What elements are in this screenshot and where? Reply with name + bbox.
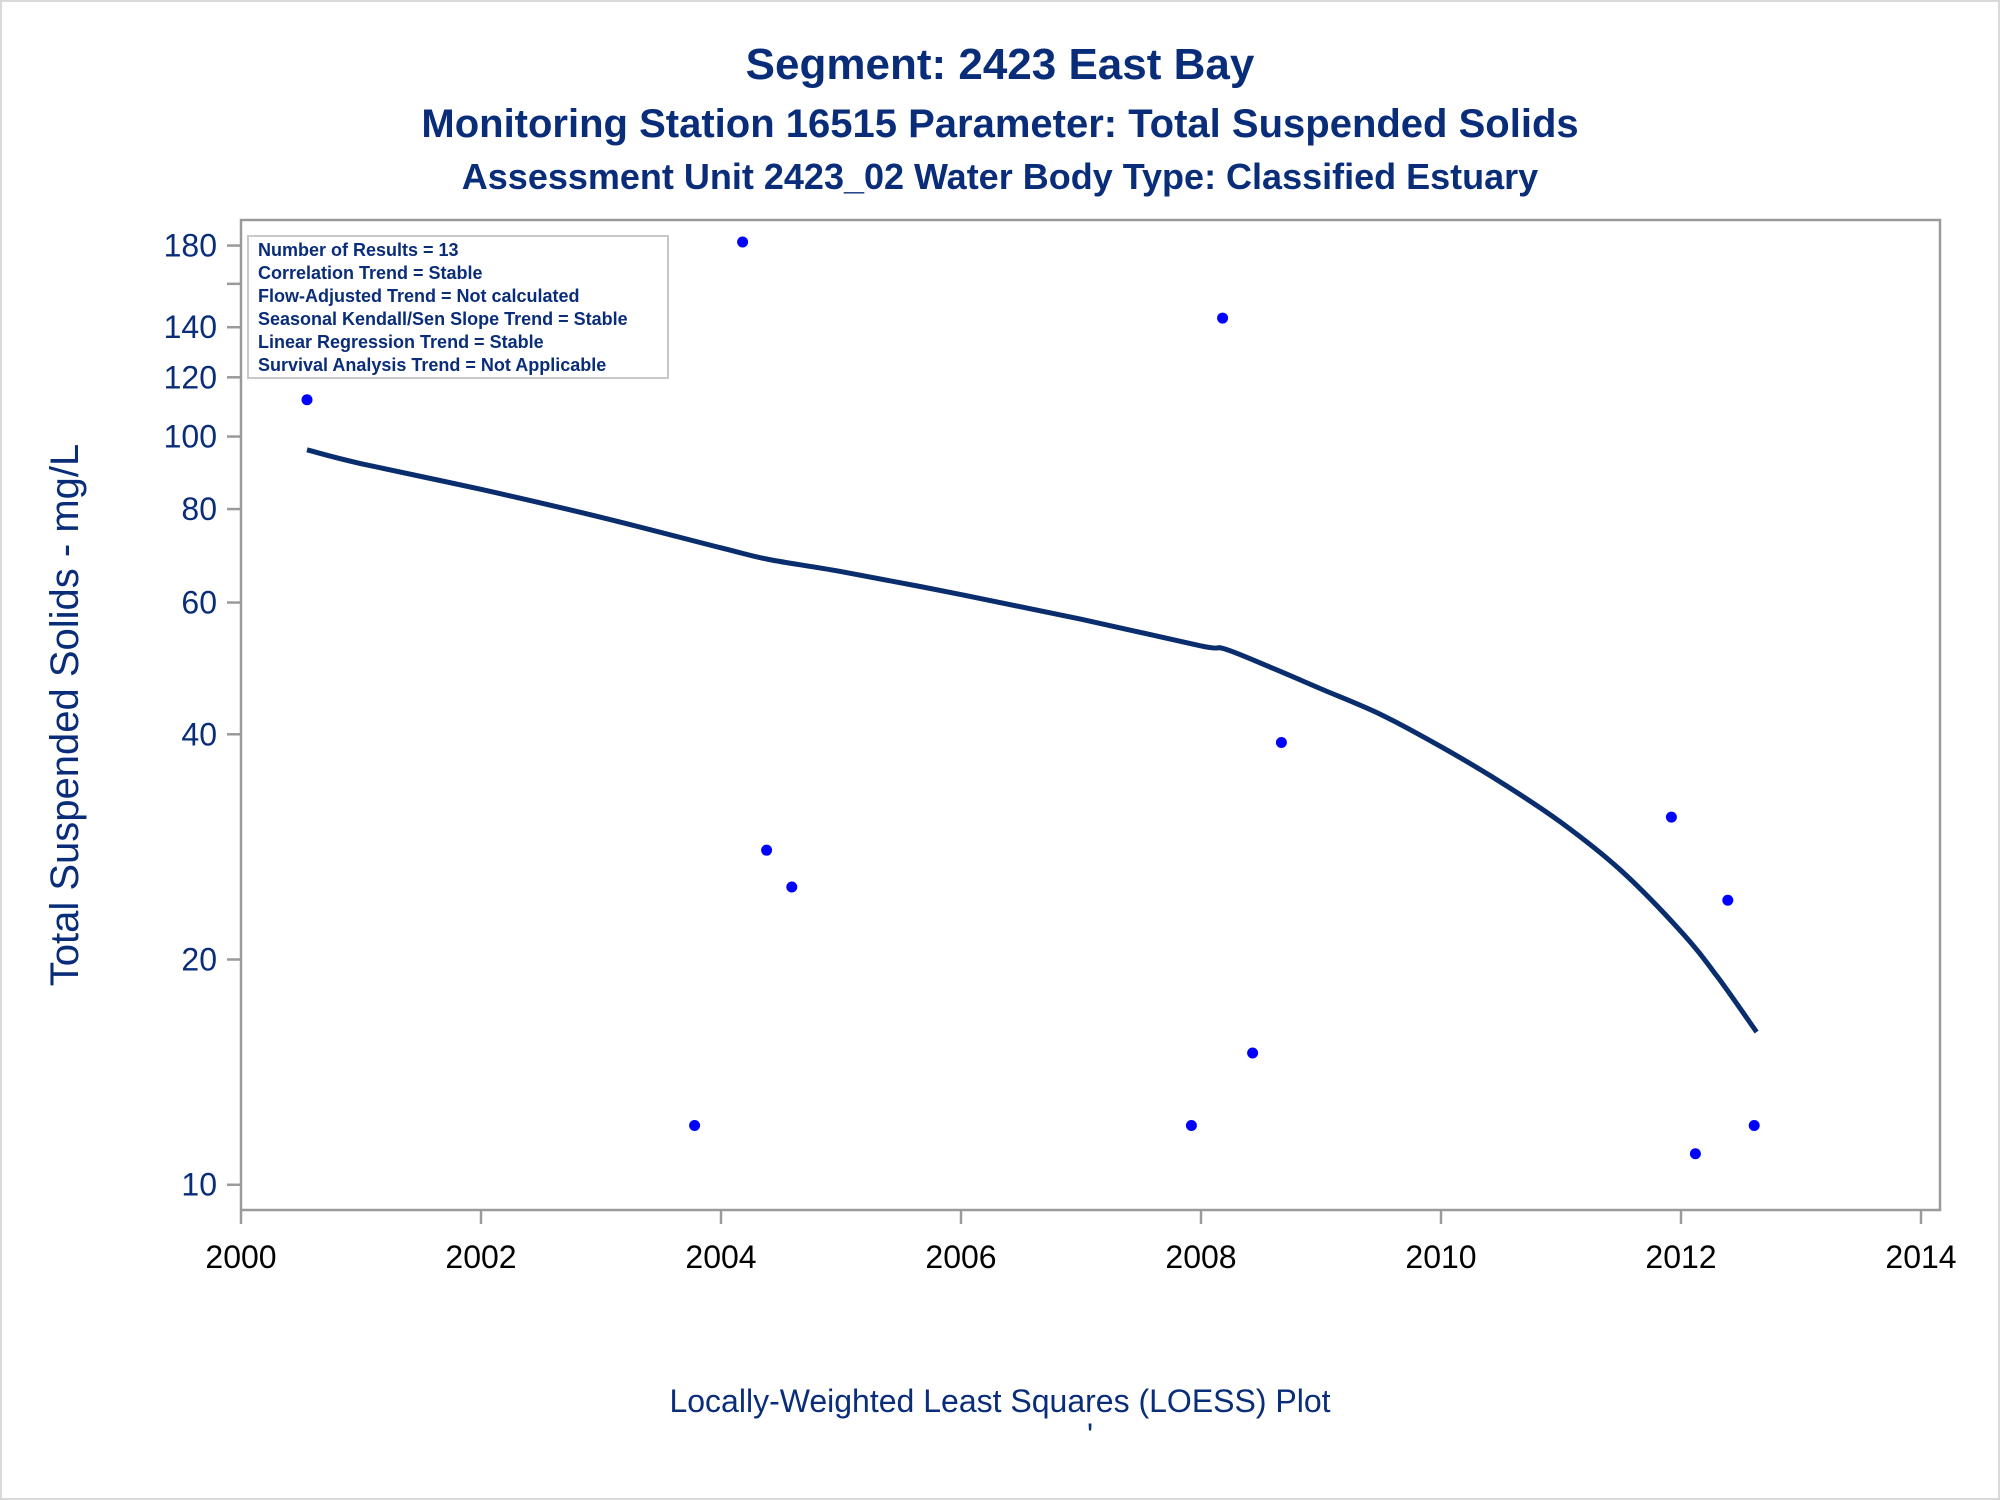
data-point <box>1217 312 1229 324</box>
data-point <box>1275 737 1287 749</box>
loess-line <box>306 447 1759 1034</box>
data-point <box>737 236 749 248</box>
y-tick-label: 180 <box>164 228 217 264</box>
y-tick-label: 80 <box>181 491 217 527</box>
stats-line: Survival Analysis Trend = Not Applicable <box>258 355 606 375</box>
chart-footnote: Locally-Weighted Least Squares (LOESS) P… <box>669 1383 1330 1419</box>
loess-layer <box>306 447 1759 1034</box>
data-point <box>1748 1119 1760 1131</box>
data-point <box>689 1119 701 1131</box>
stats-line: Number of Results = 13 <box>258 240 459 260</box>
data-point <box>1247 1047 1259 1059</box>
stats-line: Flow-Adjusted Trend = Not calculated <box>258 286 580 306</box>
footnote-mark: ' <box>1087 1417 1093 1453</box>
x-tick-label: 2014 <box>1885 1239 1956 1275</box>
y-tick-label: 40 <box>181 716 217 752</box>
data-point <box>1665 811 1677 823</box>
y-tick-label: 100 <box>164 419 217 455</box>
data-point <box>1689 1148 1701 1160</box>
x-tick-label: 2012 <box>1645 1239 1716 1275</box>
y-tick-label: 10 <box>181 1167 217 1203</box>
x-tick-label: 2000 <box>205 1239 276 1275</box>
stats-line: Seasonal Kendall/Sen Slope Trend = Stabl… <box>258 309 628 329</box>
data-point <box>761 844 773 856</box>
stats-line: Linear Regression Trend = Stable <box>258 332 544 352</box>
y-axis: 10 20 40 60 80 100 120 140 180 <box>164 228 241 1203</box>
data-point <box>786 881 798 893</box>
stats-box-border <box>247 235 669 379</box>
stats-box: Number of Results = 13 Correlation Trend … <box>247 235 669 379</box>
y-axis-title: Total Suspended Solids - mg/L <box>43 444 87 987</box>
x-tick-label: 2010 <box>1405 1239 1476 1275</box>
x-tick-label: 2002 <box>445 1239 516 1275</box>
data-point <box>301 394 313 406</box>
x-tick-label: 2004 <box>685 1239 756 1275</box>
y-tick-label: 60 <box>181 585 217 621</box>
y-tick-label: 140 <box>164 309 217 345</box>
stats-line: Correlation Trend = Stable <box>258 263 483 283</box>
x-axis: 2000 2002 2004 2006 2008 2010 2012 2014 <box>205 1210 1957 1275</box>
plot-area <box>239 218 1942 1212</box>
chart-title: Segment: 2423 East Bay <box>746 40 1255 89</box>
chart-subtitle-2: Assessment Unit 2423_02 Water Body Type:… <box>462 156 1538 197</box>
chart-subtitle: Monitoring Station 16515 Parameter: Tota… <box>421 102 1578 146</box>
x-tick-label: 2008 <box>1165 1239 1236 1275</box>
y-tick-label: 20 <box>181 942 217 978</box>
points-layer <box>301 236 1760 1160</box>
x-tick-label: 2006 <box>925 1239 996 1275</box>
y-tick-label: 120 <box>164 359 217 395</box>
data-point <box>1185 1119 1197 1131</box>
data-point <box>1722 894 1734 906</box>
